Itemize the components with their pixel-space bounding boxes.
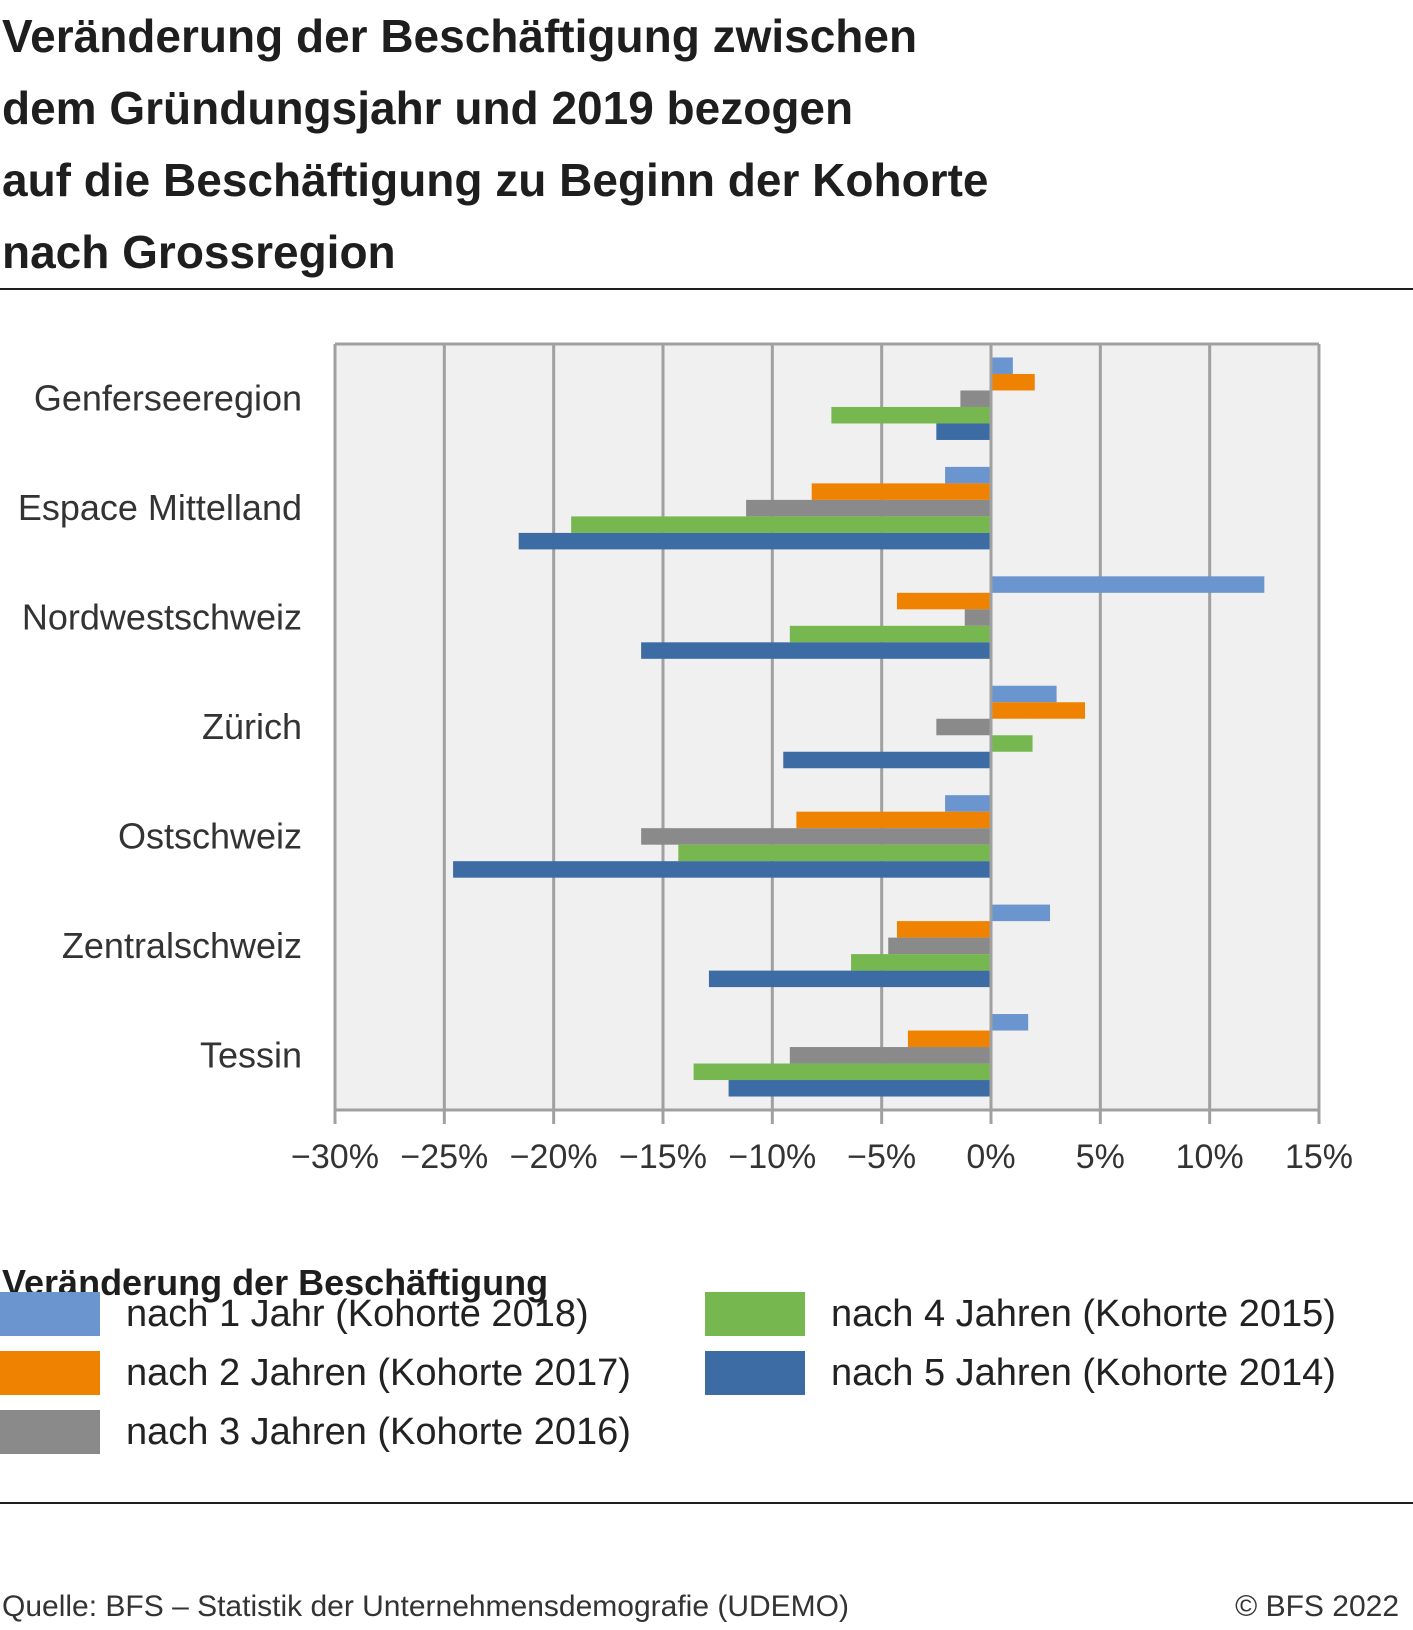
bar (796, 811, 991, 829)
x-tick-label: 5% (1076, 1138, 1125, 1176)
copyright: © BFS 2022 (1235, 1590, 1399, 1623)
bar (851, 954, 991, 971)
bar (811, 483, 991, 500)
bar (783, 751, 991, 769)
bar (964, 609, 991, 626)
plot-area (335, 344, 1319, 1110)
bar (896, 592, 991, 610)
bar (991, 373, 1035, 391)
bar (728, 1080, 991, 1097)
bar (991, 685, 1057, 703)
bar (518, 532, 991, 550)
title-line: Veränderung der Beschäftigung zwischen (2, 10, 918, 62)
category-label: Nordwestschweiz (22, 597, 302, 638)
bar (991, 702, 1086, 719)
x-tick-label: −20% (510, 1138, 598, 1176)
category-label: Genferseeregion (34, 378, 302, 419)
bar (991, 357, 1013, 374)
bar (991, 735, 1033, 752)
legend-item: nach 5 Jahren (Kohorte 2014) (705, 1351, 1336, 1395)
legend-swatch (705, 1351, 805, 1395)
footer-divider (0, 1502, 1413, 1504)
legend-swatch (0, 1351, 100, 1395)
legend-label: nach 1 Jahr (Kohorte 2018) (126, 1292, 589, 1335)
bar (991, 1014, 1029, 1031)
bar (641, 828, 991, 845)
x-tick-label: −15% (619, 1138, 707, 1176)
bar (678, 844, 991, 862)
bar (789, 625, 991, 643)
source-note: Quelle: BFS – Statistik der Unternehmens… (2, 1590, 849, 1623)
x-tick-label: −5% (847, 1138, 916, 1176)
legend-label: nach 5 Jahren (Kohorte 2014) (831, 1351, 1336, 1394)
bar (831, 406, 991, 424)
bar (641, 642, 991, 659)
legend-item: nach 1 Jahr (Kohorte 2018) (0, 1292, 589, 1336)
x-tick-label: −10% (728, 1138, 816, 1176)
title-line: dem Gründungsjahr und 2019 bezogen (2, 82, 854, 134)
bar-chart: −30% −25% −20% −15% −10% −5% 0% 5% 10% 15% Genfers… (18, 342, 1353, 1176)
bar (708, 970, 991, 988)
legend-item: nach 2 Jahren (Kohorte 2017) (0, 1351, 631, 1395)
bar (945, 466, 991, 484)
bar (693, 1063, 991, 1081)
bar (991, 576, 1265, 593)
category-label: Ostschweiz (118, 815, 302, 856)
category-label: Tessin (200, 1034, 302, 1075)
bar (936, 718, 991, 736)
bar (453, 861, 992, 878)
legend-label: nach 2 Jahren (Kohorte 2017) (126, 1351, 631, 1394)
x-tick-label: 0% (966, 1138, 1015, 1176)
legend-label: nach 4 Jahren (Kohorte 2015) (831, 1292, 1336, 1335)
legend-label: nach 3 Jahren (Kohorte 2016) (126, 1410, 631, 1453)
bar (960, 390, 991, 407)
x-tick-label: 15% (1285, 1138, 1353, 1176)
legend-swatch (705, 1292, 805, 1336)
legend-swatch (0, 1410, 100, 1454)
category-label: Zürich (202, 706, 302, 747)
bar (936, 423, 991, 440)
category-label: Zentralschweiz (62, 925, 302, 966)
title-line: nach Grossregion (2, 226, 396, 278)
legend-item: nach 4 Jahren (Kohorte 2015) (705, 1292, 1336, 1336)
x-tick-label: 10% (1176, 1138, 1244, 1176)
legend-item: nach 3 Jahren (Kohorte 2016) (0, 1410, 631, 1454)
bar (888, 937, 991, 955)
category-label: Espace Mittelland (18, 487, 302, 528)
bar (789, 1047, 991, 1064)
title-line: auf die Beschäftigung zu Beginn der Koho… (2, 154, 989, 206)
chart-title: Veränderung der Beschäftigung zwischen d… (2, 0, 1382, 288)
bar (991, 904, 1051, 922)
bar (571, 516, 991, 533)
bar (896, 921, 991, 938)
x-tick-label: −30% (291, 1138, 379, 1176)
legend-swatch (0, 1292, 100, 1336)
title-divider (0, 288, 1413, 290)
bar (907, 1030, 991, 1048)
bar (945, 795, 991, 812)
x-tick-label: −25% (400, 1138, 488, 1176)
bar (746, 499, 991, 517)
